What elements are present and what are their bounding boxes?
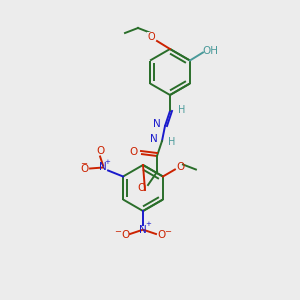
Text: O: O	[138, 183, 146, 193]
Text: OH: OH	[202, 46, 218, 56]
Text: N: N	[99, 163, 107, 172]
Text: H: H	[168, 137, 176, 147]
Text: +: +	[104, 160, 110, 166]
Text: −: −	[115, 227, 122, 236]
Text: O: O	[130, 147, 138, 157]
Text: N: N	[139, 225, 147, 235]
Text: −: −	[81, 159, 88, 168]
Text: +: +	[145, 221, 151, 227]
Text: H: H	[178, 105, 186, 115]
Text: O: O	[80, 164, 88, 173]
Text: N: N	[153, 119, 161, 129]
Text: O: O	[147, 32, 155, 42]
Text: N: N	[150, 134, 158, 144]
Text: O: O	[157, 230, 165, 240]
Text: O: O	[121, 230, 129, 240]
Text: O: O	[96, 146, 104, 157]
Text: −: −	[164, 227, 172, 236]
Text: O: O	[177, 161, 185, 172]
